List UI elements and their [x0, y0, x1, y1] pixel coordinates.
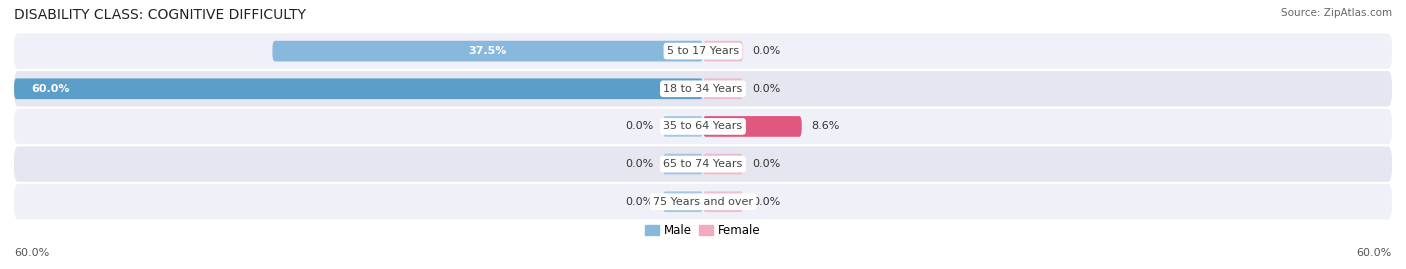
Text: 5 to 17 Years: 5 to 17 Years [666, 46, 740, 56]
Text: 0.0%: 0.0% [626, 159, 654, 169]
FancyBboxPatch shape [14, 109, 1392, 144]
FancyBboxPatch shape [14, 33, 1392, 69]
FancyBboxPatch shape [703, 192, 744, 212]
FancyBboxPatch shape [703, 154, 744, 174]
Text: 18 to 34 Years: 18 to 34 Years [664, 84, 742, 94]
Text: 0.0%: 0.0% [752, 84, 780, 94]
FancyBboxPatch shape [662, 116, 703, 137]
Text: 37.5%: 37.5% [468, 46, 508, 56]
Text: 60.0%: 60.0% [14, 248, 49, 258]
Text: 8.6%: 8.6% [811, 121, 839, 132]
Text: 75 Years and over: 75 Years and over [652, 197, 754, 207]
Text: 0.0%: 0.0% [752, 159, 780, 169]
Text: 0.0%: 0.0% [752, 197, 780, 207]
FancyBboxPatch shape [703, 116, 801, 137]
FancyBboxPatch shape [14, 184, 1392, 220]
Text: 0.0%: 0.0% [626, 197, 654, 207]
FancyBboxPatch shape [14, 71, 1392, 107]
FancyBboxPatch shape [662, 192, 703, 212]
Text: DISABILITY CLASS: COGNITIVE DIFFICULTY: DISABILITY CLASS: COGNITIVE DIFFICULTY [14, 8, 307, 22]
Legend: Male, Female: Male, Female [645, 224, 761, 237]
Text: 35 to 64 Years: 35 to 64 Years [664, 121, 742, 132]
FancyBboxPatch shape [703, 41, 744, 62]
Text: 60.0%: 60.0% [31, 84, 70, 94]
FancyBboxPatch shape [662, 154, 703, 174]
FancyBboxPatch shape [273, 41, 703, 62]
FancyBboxPatch shape [703, 78, 744, 99]
Text: 0.0%: 0.0% [626, 121, 654, 132]
FancyBboxPatch shape [14, 146, 1392, 182]
Text: 60.0%: 60.0% [1357, 248, 1392, 258]
Text: 65 to 74 Years: 65 to 74 Years [664, 159, 742, 169]
Text: 0.0%: 0.0% [752, 46, 780, 56]
Text: Source: ZipAtlas.com: Source: ZipAtlas.com [1281, 8, 1392, 18]
FancyBboxPatch shape [14, 78, 703, 99]
